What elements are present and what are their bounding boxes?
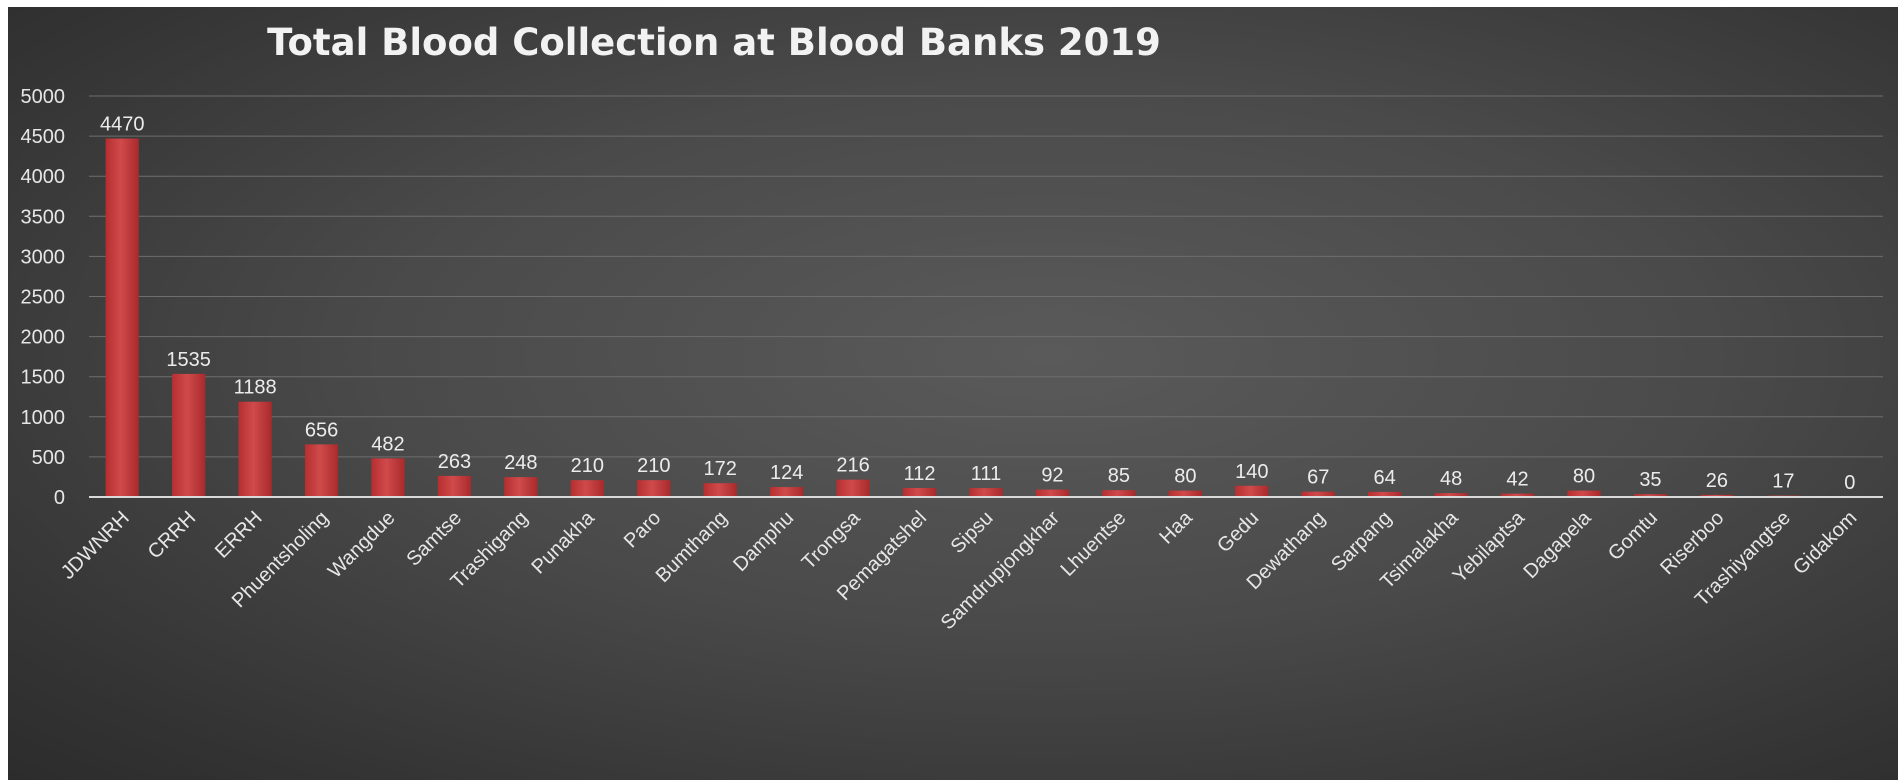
x-tick-label: Samdrupjongkhar (937, 507, 1064, 634)
data-label: 64 (1374, 467, 1396, 489)
x-tick-label: Punakha (527, 506, 599, 578)
data-label: 85 (1108, 465, 1130, 487)
y-tick-label: 3000 (21, 246, 66, 268)
x-tick-label: Gidakom (1789, 507, 1861, 579)
data-label: 248 (504, 452, 537, 474)
bar-haa (1168, 490, 1202, 497)
data-label: 17 (1772, 471, 1794, 493)
bar-dewathang (1301, 491, 1335, 497)
bar-chart: Total Blood Collection at Blood Banks 20… (21, 21, 1883, 634)
data-label: 35 (1639, 469, 1661, 491)
data-label: 80 (1174, 466, 1196, 488)
x-tick-label: Damphu (729, 507, 798, 576)
bar-samdrupjongkhar (1035, 489, 1070, 497)
data-label: 210 (571, 455, 604, 477)
x-tick-label: Gomtu (1604, 507, 1662, 565)
bar-pemagatshel (902, 488, 937, 497)
data-label: 67 (1307, 467, 1329, 489)
x-tick-label: Haa (1155, 506, 1197, 548)
y-tick-label: 5000 (21, 86, 66, 108)
y-tick-label: 1500 (21, 367, 66, 389)
x-tick-label: Yebilaptsa (1449, 506, 1530, 587)
data-label: 263 (438, 451, 471, 473)
y-tick-label: 3500 (21, 206, 66, 228)
x-tick-label: Lhuentse (1057, 507, 1131, 581)
data-label: 172 (704, 458, 737, 480)
bar-yebilaptsa (1500, 493, 1535, 497)
data-label: 112 (904, 463, 936, 485)
data-label: 140 (1235, 461, 1268, 483)
data-label: 80 (1573, 466, 1595, 488)
data-label: 48 (1440, 468, 1462, 490)
y-tick-label: 500 (32, 447, 65, 469)
data-label: 1535 (166, 349, 211, 371)
y-tick-label: 2000 (21, 327, 66, 349)
x-tick-label: Dagapela (1519, 506, 1596, 583)
y-tick-label: 2500 (21, 287, 66, 309)
bar-crrh (172, 373, 206, 497)
bar-punakha (570, 480, 604, 497)
x-tick-label: Sipsu (947, 507, 998, 558)
x-tick-label: Paro (620, 507, 665, 552)
bar-wangdue (371, 458, 405, 497)
bar-gomtu (1633, 494, 1668, 497)
data-label: 26 (1706, 470, 1728, 492)
data-label: 210 (637, 455, 670, 477)
x-tick-label: Sarpang (1327, 507, 1396, 576)
bar-trongsa (836, 479, 870, 497)
bar-sipsu (969, 488, 1003, 497)
data-label: 92 (1041, 465, 1063, 487)
bar-damphu (770, 487, 804, 497)
bar-phuentsholing (304, 444, 339, 497)
bar-bumthang (703, 483, 737, 497)
y-tick-label: 0 (54, 487, 65, 509)
y-tick-label: 1000 (21, 407, 66, 429)
bar-sarpang (1368, 491, 1402, 497)
bar-paro (637, 480, 671, 497)
x-tick-label: Trongsa (798, 506, 866, 574)
chart-title: Total Blood Collection at Blood Banks 20… (267, 21, 1161, 64)
data-label: 1188 (234, 377, 277, 399)
data-label: 482 (371, 433, 404, 455)
data-label: 124 (770, 462, 803, 484)
bar-samtse (437, 475, 472, 497)
chart-area: Total Blood Collection at Blood Banks 20… (8, 7, 1898, 780)
y-axis: 0 500 1000 1500 2000 2500 3000 3500 4000 4500 5000 (21, 86, 66, 509)
x-tick-label: ERRH (211, 507, 267, 563)
y-tick-label: 4000 (21, 166, 66, 188)
data-label: 4470 (100, 114, 145, 136)
bar-gedu (1235, 485, 1269, 497)
gridlines (89, 95, 1883, 458)
bar-lhuentse (1102, 490, 1136, 497)
x-tick-label: Wangdue (324, 507, 400, 583)
data-label: 42 (1506, 469, 1528, 491)
bar-trashigang (504, 477, 538, 497)
bar-jdwnrh (105, 138, 139, 498)
data-label: 0 (1844, 472, 1855, 494)
data-label: 216 (836, 455, 869, 477)
bar-riserboo (1700, 494, 1734, 497)
x-tick-label: Samtse (402, 507, 466, 571)
bar-errh (238, 401, 272, 497)
y-tick-label: 4500 (21, 126, 66, 148)
data-label: 656 (305, 419, 338, 441)
x-tick-label: Bumthang (652, 507, 732, 587)
x-tick-label: Gedu (1213, 507, 1263, 557)
data-label: 111 (971, 463, 1001, 485)
x-tick-label: CRRH (144, 507, 200, 563)
bar-tsimalakha (1434, 493, 1468, 497)
x-tick-label: JDWNRH (57, 507, 134, 584)
bars: 4470 1535 1188 656 482 263 248 210 210 172 124 216 1… (100, 114, 1855, 498)
bar-dagapela (1567, 490, 1601, 497)
